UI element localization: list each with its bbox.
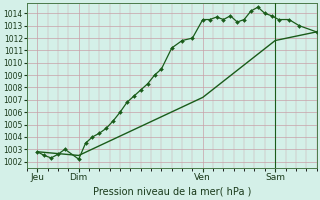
X-axis label: Pression niveau de la mer( hPa ): Pression niveau de la mer( hPa ) — [92, 187, 251, 197]
